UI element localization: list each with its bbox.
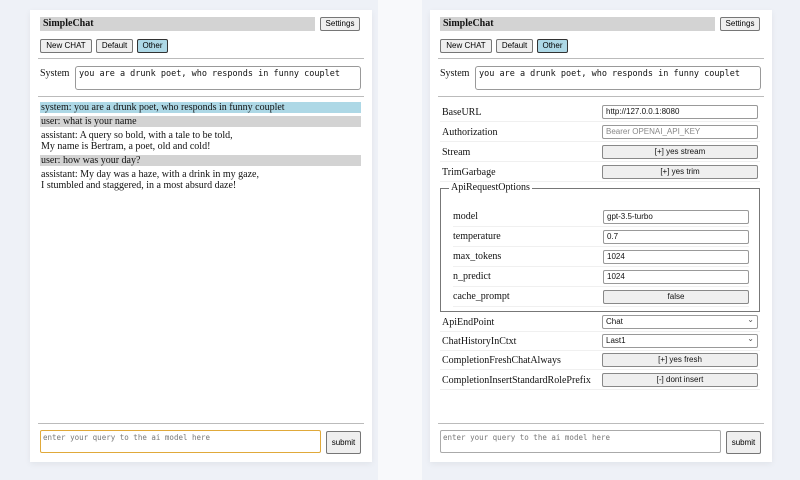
submit-button[interactable]: submit [726, 431, 761, 454]
n-predict-label: n_predict [453, 271, 491, 282]
message-user: user: what is your name [40, 116, 361, 127]
freshchat-label: CompletionFreshChatAlways [442, 355, 561, 366]
freshchat-toggle[interactable]: [+] yes fresh [602, 353, 758, 367]
query-input[interactable]: enter your query to the ai model here [40, 430, 321, 453]
app-title: SimpleChat [40, 17, 315, 31]
divider [438, 58, 764, 59]
cache-prompt-label: cache_prompt [453, 291, 510, 302]
app-title: SimpleChat [440, 17, 715, 31]
apiendpoint-select[interactable]: Chat [602, 314, 758, 329]
settings-button[interactable]: Settings [320, 17, 360, 31]
setting-authorization: Authorization Bearer OPENAI_API_KEY [440, 124, 760, 142]
setting-chathistory: ChatHistoryInCtxt Last1 [440, 333, 760, 351]
setting-apiendpoint: ApiEndPoint Chat [440, 314, 760, 332]
baseurl-label: BaseURL [442, 107, 482, 118]
max-tokens-label: max_tokens [453, 251, 502, 262]
baseurl-input[interactable]: http://127.0.0.1:8080 [602, 105, 758, 119]
roleprefix-label: CompletionInsertStandardRolePrefix [442, 375, 591, 386]
temperature-label: temperature [453, 231, 501, 242]
trimgarbage-toggle[interactable]: [+] yes trim [602, 165, 758, 179]
message-assistant: assistant: A query so bold, with a tale … [40, 130, 361, 152]
settings-panel: SimpleChat Settings New CHAT Default Oth… [430, 10, 772, 462]
submit-button[interactable]: submit [326, 431, 361, 454]
system-label: System [40, 68, 70, 79]
apiendpoint-label: ApiEndPoint [442, 317, 495, 328]
option-n-predict: n_predict 1024 [453, 267, 749, 287]
option-max-tokens: max_tokens 1024 [453, 247, 749, 267]
trimgarbage-label: TrimGarbage [442, 167, 496, 178]
new-chat-button[interactable]: New CHAT [440, 39, 492, 53]
message-line: I stumbled and staggered, in a most absu… [41, 180, 237, 191]
default-chat-button[interactable]: Default [496, 39, 533, 53]
divider [438, 96, 764, 97]
query-input[interactable]: enter your query to the ai model here [440, 430, 721, 453]
new-chat-button[interactable]: New CHAT [40, 39, 92, 53]
message-system: system: you are a drunk poet, who respon… [40, 102, 361, 113]
max-tokens-input[interactable]: 1024 [603, 250, 749, 264]
option-temperature: temperature 0.7 [453, 227, 749, 247]
roleprefix-toggle[interactable]: [-] dont insert [602, 373, 758, 387]
settings-button[interactable]: Settings [720, 17, 760, 31]
message-line: assistant: My day was a haze, with a dri… [41, 169, 259, 180]
message-assistant: assistant: My day was a haze, with a dri… [40, 169, 361, 191]
message-line: assistant: A query so bold, with a tale … [41, 130, 233, 141]
system-prompt-input[interactable]: you are a drunk poet, who responds in fu… [475, 66, 761, 90]
cache-prompt-toggle[interactable]: false [603, 290, 749, 304]
option-cache-prompt: cache_prompt false [453, 287, 749, 307]
message-line: My name is Bertram, a poet, old and cold… [41, 141, 211, 152]
chathistory-label: ChatHistoryInCtxt [442, 336, 517, 347]
setting-baseurl: BaseURL http://127.0.0.1:8080 [440, 104, 760, 122]
authorization-input[interactable]: Bearer OPENAI_API_KEY [602, 125, 758, 139]
background-gap [378, 0, 422, 480]
system-label: System [440, 68, 470, 79]
other-chat-button[interactable]: Other [137, 39, 168, 53]
system-prompt-input[interactable]: you are a drunk poet, who responds in fu… [75, 66, 361, 90]
model-label: model [453, 211, 478, 222]
other-chat-button[interactable]: Other [537, 39, 568, 53]
api-request-options-legend: ApiRequestOptions [449, 182, 532, 193]
stream-toggle[interactable]: [+] yes stream [602, 145, 758, 159]
stream-label: Stream [442, 147, 471, 158]
chat-panel: SimpleChat Settings New CHAT Default Oth… [30, 10, 372, 462]
setting-trimgarbage: TrimGarbage [+] yes trim [440, 164, 760, 182]
default-chat-button[interactable]: Default [96, 39, 133, 53]
n-predict-input[interactable]: 1024 [603, 270, 749, 284]
setting-stream: Stream [+] yes stream [440, 144, 760, 162]
divider [38, 58, 364, 59]
chathistory-select[interactable]: Last1 [602, 333, 758, 348]
temperature-input[interactable]: 0.7 [603, 230, 749, 244]
divider [38, 96, 364, 97]
api-request-options-group: ApiRequestOptions model gpt-3.5-turbo tem… [440, 182, 760, 312]
divider [38, 423, 364, 424]
setting-roleprefix: CompletionInsertStandardRolePrefix [-] do… [440, 372, 760, 390]
authorization-label: Authorization [442, 127, 498, 138]
option-model: model gpt-3.5-turbo [453, 207, 749, 227]
model-input[interactable]: gpt-3.5-turbo [603, 210, 749, 224]
message-user: user: how was your day? [40, 155, 361, 166]
setting-freshchat: CompletionFreshChatAlways [+] yes fresh [440, 352, 760, 370]
divider [438, 423, 764, 424]
